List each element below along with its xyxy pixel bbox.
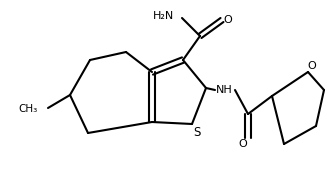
Text: NH: NH [216, 85, 232, 95]
Text: O: O [308, 61, 316, 71]
Text: S: S [193, 125, 201, 139]
Text: H₂N: H₂N [153, 11, 174, 21]
Text: O: O [238, 139, 247, 149]
Text: O: O [224, 15, 232, 25]
Text: CH₃: CH₃ [19, 104, 38, 114]
